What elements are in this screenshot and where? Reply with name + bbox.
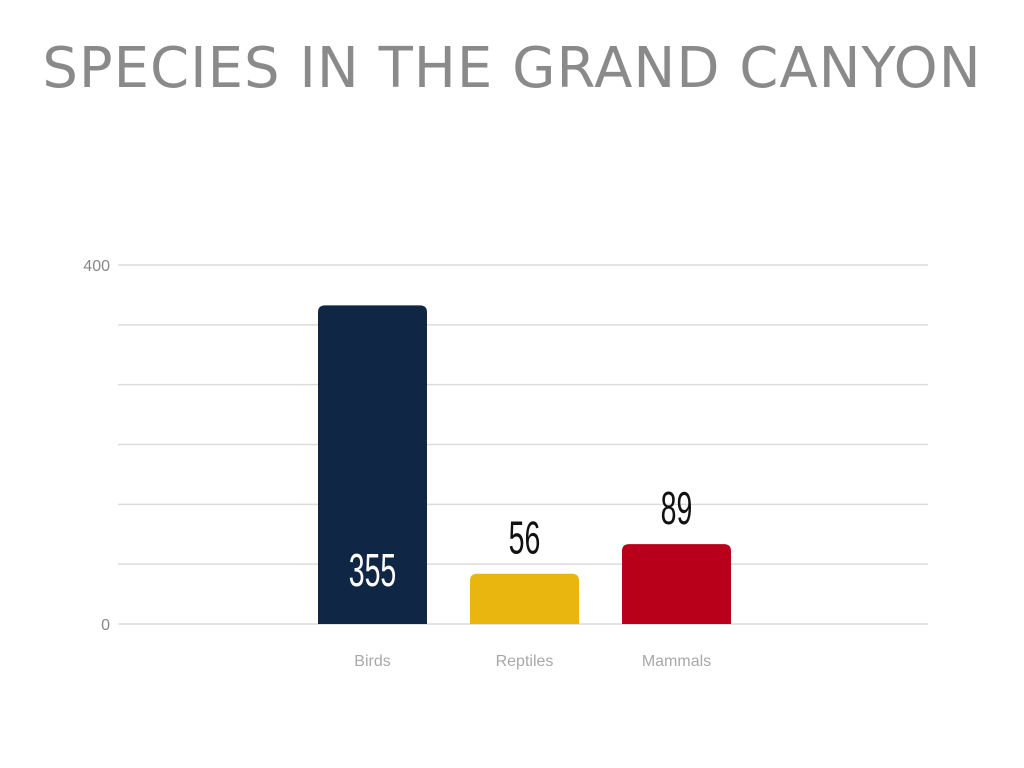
category-label: Mammals — [642, 653, 711, 670]
value-label: 89 — [661, 483, 693, 535]
bars — [318, 305, 731, 624]
category-label: Birds — [354, 653, 390, 670]
chart-title: SPECIES IN THE GRAND CANYON — [42, 36, 982, 101]
bar-reptiles — [470, 573, 579, 624]
category-label: Reptiles — [496, 653, 554, 670]
value-label: 355 — [349, 545, 397, 597]
value-label: 56 — [509, 513, 541, 565]
category-labels: Birds Reptiles Mammals — [354, 653, 711, 670]
y-axis-ticks: 0 400 — [83, 258, 110, 634]
gridlines — [118, 264, 928, 625]
y-tick-label: 400 — [83, 258, 110, 275]
bar-birds — [318, 305, 427, 624]
bar-mammals — [622, 544, 731, 624]
y-tick-label: 0 — [101, 617, 110, 634]
value-labels: 355 56 89 — [349, 483, 693, 597]
